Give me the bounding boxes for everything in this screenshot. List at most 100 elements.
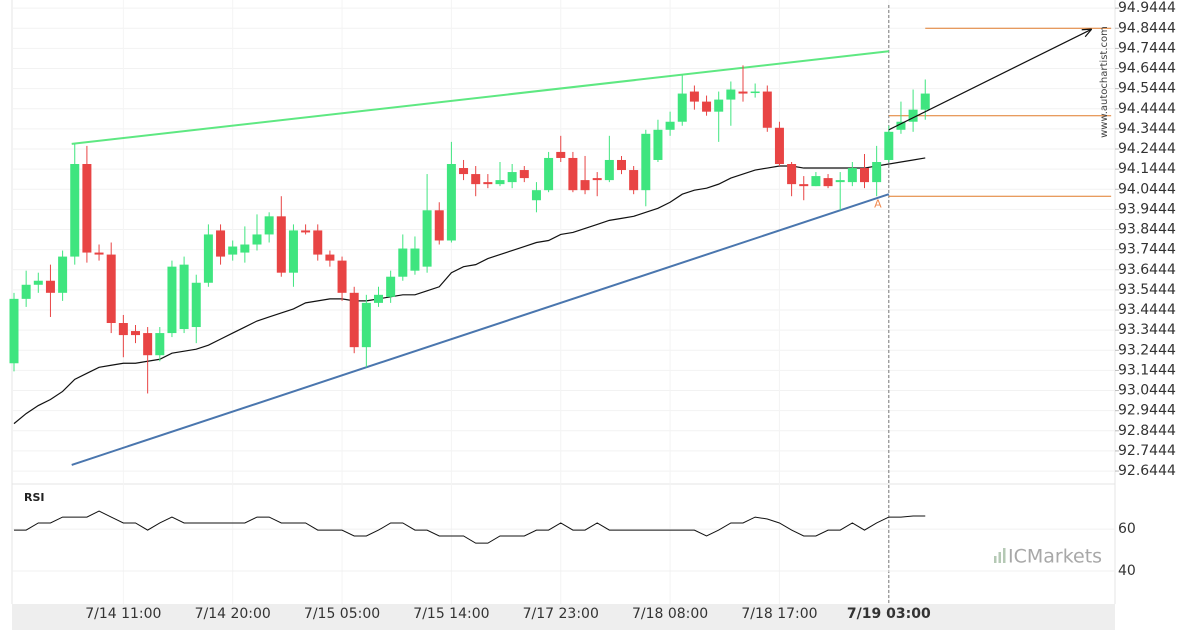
panel-title: RSI — [24, 491, 45, 504]
x-tick-label: 7/19 03:00 — [847, 606, 931, 622]
y-tick-label: 93.0444 — [1118, 383, 1176, 399]
watermark: www.autochartist.com — [1099, 26, 1110, 138]
candle-body — [374, 294, 383, 303]
candle-body — [677, 93, 687, 122]
y-tick-label: 94.1444 — [1118, 161, 1176, 177]
y-tick-label: 60 — [1118, 521, 1136, 537]
candle-body — [617, 159, 626, 171]
candle-body — [799, 184, 809, 187]
candle-body — [337, 260, 347, 293]
candle-body — [264, 216, 274, 235]
candle-body — [750, 91, 760, 94]
candle-body — [179, 264, 189, 330]
y-tick-label: 93.2444 — [1118, 342, 1176, 358]
candle-body — [884, 131, 894, 160]
rsi-line — [14, 510, 926, 544]
candle-body — [580, 180, 590, 191]
candle-body — [860, 168, 869, 183]
y-tick-label: 92.8444 — [1118, 423, 1176, 439]
candle-body — [446, 164, 456, 241]
candle-body — [422, 210, 432, 267]
y-tick-label: 93.8444 — [1118, 222, 1176, 238]
candle-body — [301, 230, 311, 233]
y-tick-label: 94.2444 — [1118, 141, 1176, 157]
candle-body — [216, 230, 226, 257]
x-axis-band — [12, 604, 1115, 630]
candle-body — [872, 161, 882, 183]
candle-body — [361, 302, 371, 348]
candle-body — [531, 190, 541, 201]
candle-body — [604, 159, 614, 181]
candle-body — [398, 248, 408, 277]
candle-body — [45, 280, 55, 293]
y-tick-label: 92.9444 — [1118, 403, 1176, 419]
candle-body — [835, 180, 845, 183]
candle-body — [738, 91, 748, 94]
candle-body — [106, 254, 116, 324]
candle-body — [896, 121, 906, 130]
candle-body — [240, 244, 250, 253]
candle-body — [726, 89, 736, 100]
y-tick-label: 93.3444 — [1118, 322, 1176, 338]
candle-body — [70, 164, 80, 257]
arrow-head — [1081, 28, 1093, 38]
candle-body — [58, 256, 68, 293]
candle-body — [774, 127, 784, 165]
candle-body — [592, 178, 602, 181]
candle-body — [276, 216, 286, 273]
candle-body — [702, 101, 712, 112]
candle-body — [823, 178, 833, 187]
y-tick-label: 94.3444 — [1118, 121, 1176, 137]
logo-icon — [994, 548, 1006, 563]
y-tick-label: 93.9444 — [1118, 201, 1176, 217]
candle-body — [544, 157, 554, 191]
x-tick-label: 7/14 11:00 — [85, 606, 161, 622]
moving-average — [13, 157, 926, 425]
candle-body — [191, 282, 201, 328]
candle-body — [349, 292, 359, 348]
x-tick-label: 7/14 20:00 — [195, 606, 271, 622]
candle-body — [167, 266, 177, 334]
candle-body — [325, 254, 335, 261]
candle-body — [33, 280, 43, 285]
x-tick-label: 7/18 17:00 — [741, 606, 817, 622]
y-tick-label: 94.4444 — [1118, 101, 1176, 117]
candle-body — [118, 323, 128, 336]
candle-body — [908, 109, 918, 122]
y-tick-label: 93.5444 — [1118, 282, 1176, 298]
candle-body — [386, 276, 396, 297]
candle-body — [252, 234, 262, 245]
candle-body — [288, 230, 298, 273]
candle-body — [459, 168, 469, 175]
y-tick-label: 92.6444 — [1118, 463, 1176, 479]
candle-body — [629, 170, 639, 191]
candle-body — [143, 333, 153, 356]
candle-body — [507, 172, 517, 183]
candle-body — [762, 91, 772, 128]
x-tick-label: 7/15 05:00 — [304, 606, 380, 622]
candle-body — [434, 210, 444, 241]
candle-body — [556, 151, 566, 158]
x-tick-label: 7/15 14:00 — [413, 606, 489, 622]
y-tick-label: 40 — [1118, 563, 1136, 579]
candle-body — [228, 246, 238, 255]
candle-body — [920, 93, 930, 110]
y-tick-label: 94.6444 — [1118, 61, 1176, 77]
trendline — [71, 50, 889, 145]
y-tick-label: 94.9444 — [1118, 0, 1176, 16]
forecast-arrow — [888, 28, 1092, 131]
candle-body — [410, 248, 420, 271]
candle-body — [811, 176, 821, 187]
y-tick-label: 93.1444 — [1118, 362, 1176, 378]
logo: ICMarkets — [1008, 546, 1102, 568]
candle-body — [568, 157, 578, 191]
candle-body — [21, 284, 31, 299]
candle-body — [94, 252, 104, 255]
y-tick-label: 92.7444 — [1118, 443, 1176, 459]
price-panel: 94.9444 94.8444 94.7444 94.6444 94.5444 94.44… — [9, 0, 1176, 622]
candle-body — [471, 174, 481, 185]
candle-body — [495, 180, 505, 185]
candle-body — [483, 182, 493, 185]
y-tick-label: 94.7444 — [1118, 40, 1176, 56]
